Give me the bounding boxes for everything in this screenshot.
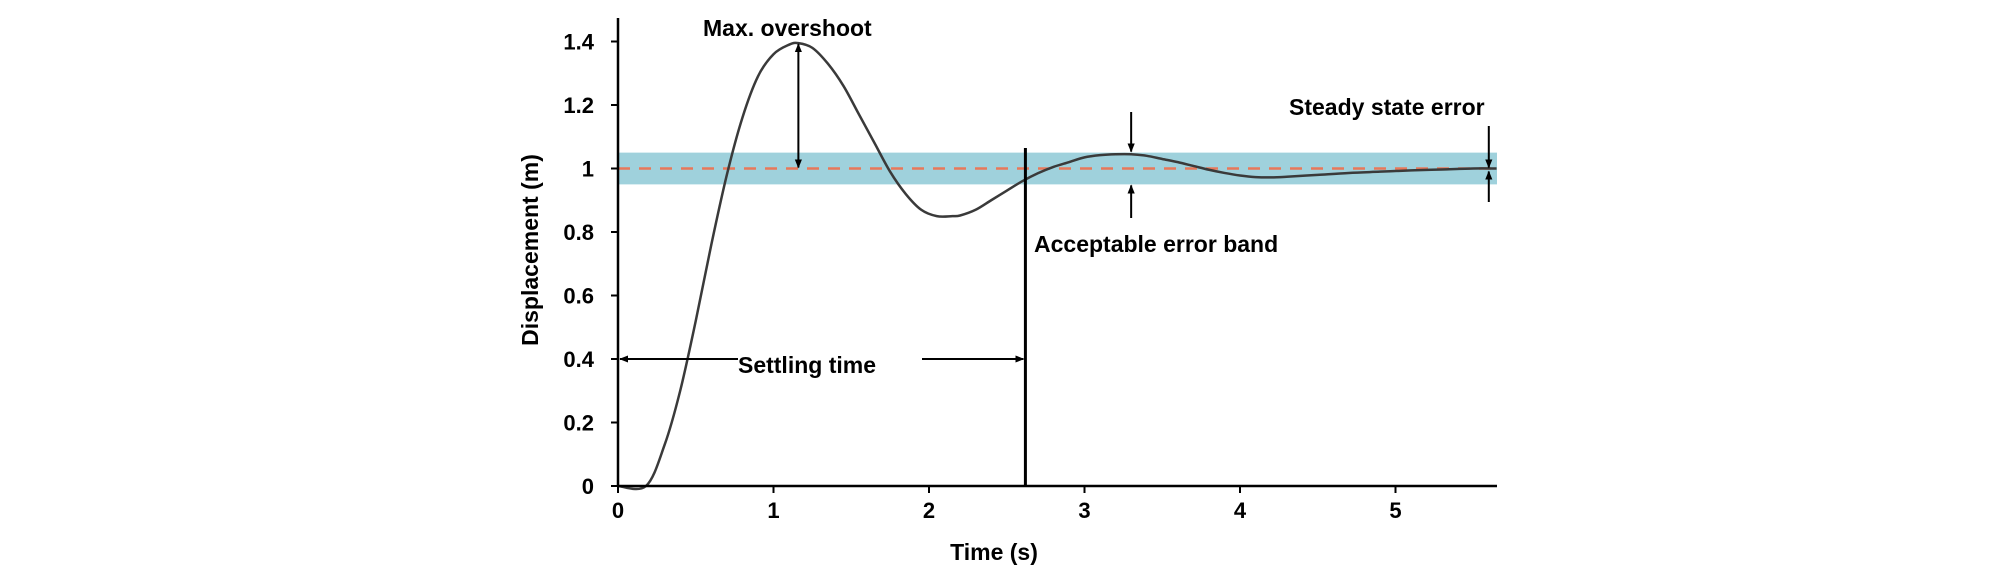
y-axis-title: Displacement (m) [517, 154, 543, 346]
y-tick-label: 0 [582, 474, 594, 499]
y-tick-label: 1.2 [563, 93, 594, 118]
acceptable-error-band-label: Acceptable error band [1034, 231, 1278, 257]
response-curve [617, 41, 1497, 491]
y-tick-label: 0.4 [563, 347, 594, 372]
y-tick-label: 0.8 [563, 220, 594, 245]
y-tick-label: 0.6 [563, 284, 594, 309]
x-axis-title: Time (s) [950, 539, 1038, 565]
acceptable-error-band [618, 152, 1497, 185]
x-ticks: 0 1 2 3 4 5 [612, 486, 1402, 523]
max-overshoot-label: Max. overshoot [703, 15, 872, 41]
y-tick-label: 1.4 [563, 30, 594, 55]
settling-time-label: Settling time [738, 352, 876, 378]
steady-state-error-label: Steady state error [1289, 94, 1485, 120]
x-tick-label: 5 [1389, 498, 1401, 523]
x-tick-label: 0 [612, 498, 624, 523]
x-tick-label: 4 [1234, 498, 1247, 523]
y-tick-label: 1 [582, 157, 594, 182]
y-tick-label: 0.2 [563, 411, 594, 436]
y-ticks: 0 0.2 0.4 0.6 0.8 1 1.2 1.4 [563, 30, 618, 499]
x-tick-label: 2 [923, 498, 935, 523]
x-tick-label: 1 [767, 498, 779, 523]
x-tick-label: 3 [1078, 498, 1090, 523]
